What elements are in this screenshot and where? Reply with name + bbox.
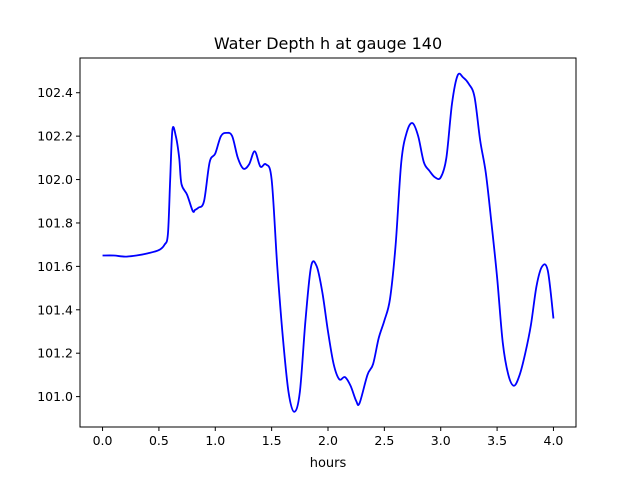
y-tick-label: 101.2 <box>37 346 73 361</box>
x-tick-label: 2.0 <box>318 433 338 448</box>
y-tick-label: 101.6 <box>37 259 73 274</box>
x-tick-label: 1.0 <box>205 433 225 448</box>
x-tick-label: 2.5 <box>374 433 394 448</box>
y-tick-label: 101.8 <box>37 215 73 230</box>
plot-area <box>102 72 555 413</box>
x-tick-label: 0.0 <box>93 433 113 448</box>
y-tick-label: 101.0 <box>37 389 73 404</box>
y-tick-label: 101.4 <box>37 302 73 317</box>
x-tick-label: 3.5 <box>487 433 507 448</box>
y-tick-label: 102.4 <box>37 85 73 100</box>
y-axis: 101.0 101.2 101.4 101.6 101.8 102.0 102.2 102.4 <box>37 85 80 404</box>
plot-frame <box>79 57 577 428</box>
x-tick-label: 0.5 <box>149 433 169 448</box>
x-tick-label: 3.0 <box>431 433 451 448</box>
x-tick-label: 1.5 <box>262 433 282 448</box>
x-axis: 0.0 0.5 1.0 1.5 2.0 2.5 3.0 3.5 4.0 <box>93 427 564 448</box>
chart-title: Water Depth h at gauge 140 <box>214 34 442 53</box>
y-tick-label: 102.0 <box>37 172 73 187</box>
y-tick-label: 102.2 <box>37 129 73 144</box>
series-line-0 <box>102 72 555 413</box>
x-tick-label: 4.0 <box>544 433 564 448</box>
x-axis-label: hours <box>310 456 347 471</box>
